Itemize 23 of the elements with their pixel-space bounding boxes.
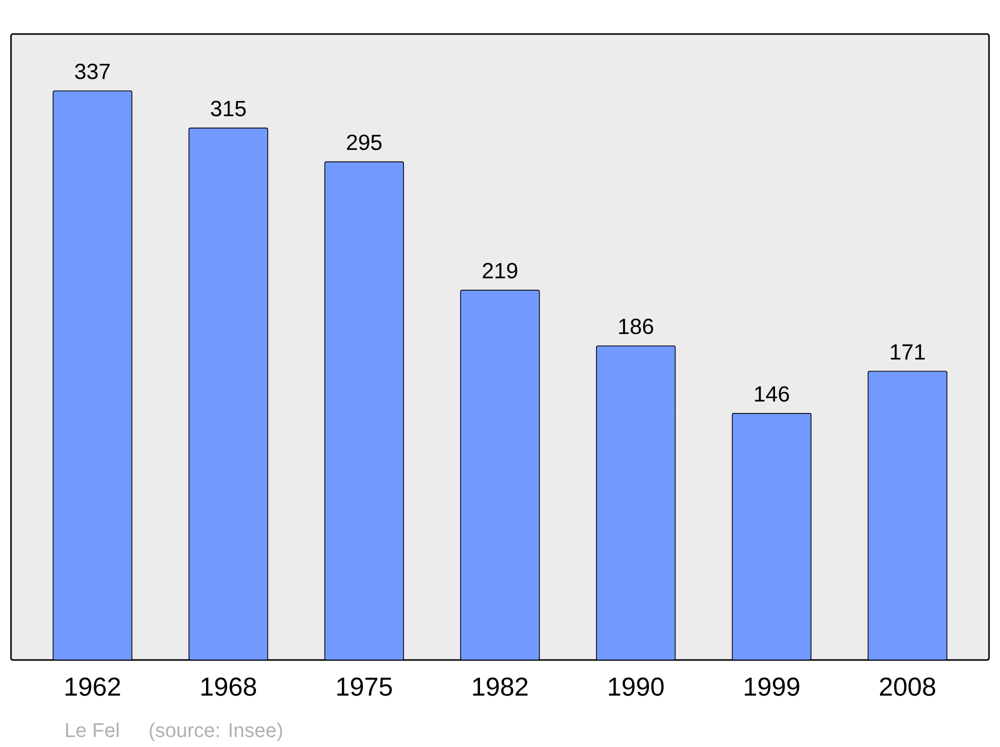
x-tick-label: 1990 <box>608 678 664 696</box>
bar <box>188 128 268 660</box>
data-label: 171 <box>890 344 925 360</box>
data-label: 315 <box>210 100 246 116</box>
x-tick-label: 1982 <box>473 678 528 696</box>
bar <box>460 290 540 660</box>
bar <box>52 90 132 660</box>
bar <box>596 345 676 660</box>
data-label: 146 <box>755 386 789 402</box>
text: (source: Insee) <box>150 722 282 742</box>
data-label: 295 <box>346 134 382 150</box>
x-tick-label: 2008 <box>880 678 936 696</box>
x-tick-label: 1975 <box>337 678 392 696</box>
bar <box>324 161 404 660</box>
data-label: 186 <box>619 318 654 334</box>
bar <box>732 413 812 660</box>
x-tick-label: 1968 <box>201 678 256 696</box>
data-label: 337 <box>75 64 110 80</box>
bar <box>868 370 948 660</box>
data-label: 219 <box>482 262 518 278</box>
x-tick-label: 1999 <box>744 678 800 696</box>
text: Le Fel <box>66 722 119 738</box>
x-tick-label: 1962 <box>66 678 120 696</box>
